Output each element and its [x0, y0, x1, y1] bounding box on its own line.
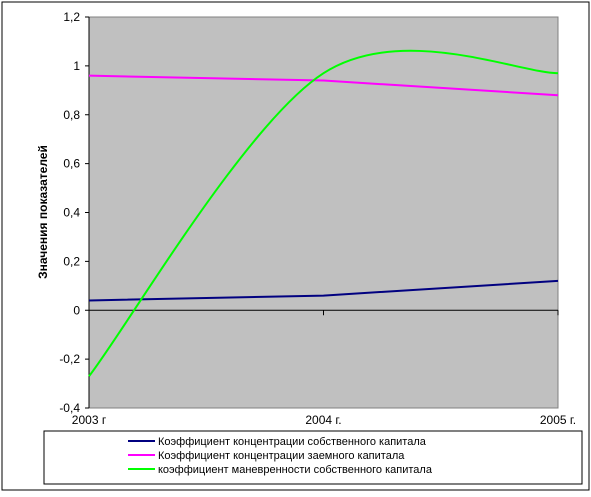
x-axis: 2003 г 2004 г. 2005 г.	[72, 309, 576, 427]
legend-box	[43, 430, 583, 485]
y-tick-label: 0	[73, 303, 80, 317]
y-tick-label: 0,2	[63, 254, 80, 268]
plot-area	[88, 16, 559, 409]
series-line	[88, 279, 559, 302]
series-line	[88, 49, 559, 377]
y-tick-label: -0,2	[59, 352, 80, 366]
x-tick-label: 2004 г.	[305, 413, 341, 427]
y-axis: 1,2 1 0,8 0,6 0,4 0,2 0 -0,2 -0,4	[59, 10, 90, 415]
y-axis-title: Значения показателей	[36, 145, 50, 279]
legend-label: Коэффициент концентрации заемного капита…	[158, 450, 405, 462]
y-tick-label: -0,4	[59, 401, 80, 415]
y-tick-label: 0,4	[63, 206, 80, 220]
x-tick-label: 2005 г.	[540, 413, 576, 427]
y-tick-label: 1,2	[63, 10, 80, 24]
legend: Коэффициент концентрации собственного ка…	[128, 436, 433, 476]
y-tick-label: 1	[73, 59, 80, 73]
series-line	[88, 74, 559, 97]
x-tick-label: 2003 г	[72, 413, 107, 427]
legend-label: Коэффициент концентрации собственного ка…	[158, 436, 427, 448]
y-tick-label: 0,8	[63, 108, 80, 122]
legend-label: коэффициент маневренности собственного к…	[158, 464, 433, 476]
y-tick-label: 0,6	[63, 157, 80, 171]
series-layer	[88, 49, 559, 377]
